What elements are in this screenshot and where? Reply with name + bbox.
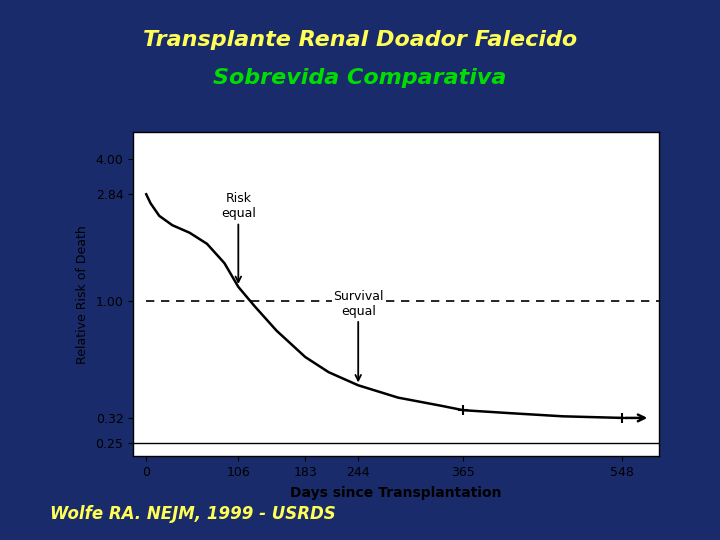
Text: Survival
equal: Survival equal [333,290,384,381]
Text: Transplante Renal Doador Falecido: Transplante Renal Doador Falecido [143,30,577,51]
X-axis label: Days since Transplantation: Days since Transplantation [290,486,502,500]
Y-axis label: Relative Risk of Death: Relative Risk of Death [76,225,89,363]
Text: Risk
equal: Risk equal [221,192,256,282]
Text: Wolfe RA. NEJM, 1999 - USRDS: Wolfe RA. NEJM, 1999 - USRDS [50,505,336,523]
Text: Sobrevida Comparativa: Sobrevida Comparativa [213,68,507,89]
